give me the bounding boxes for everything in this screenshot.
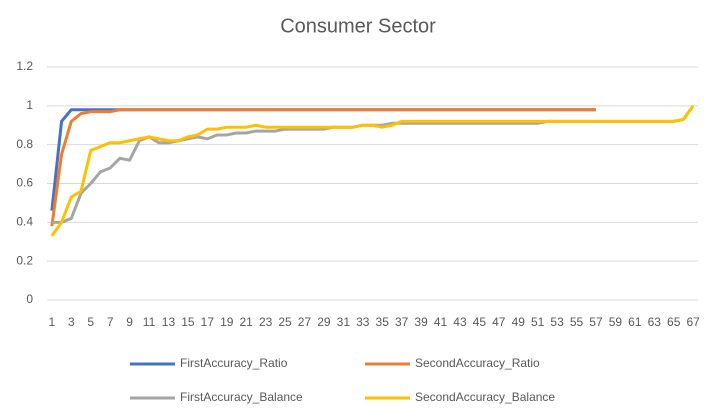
x-tick-label: 61 bbox=[628, 315, 642, 329]
x-tick-label: 35 bbox=[376, 315, 390, 329]
y-tick-label: 1.2 bbox=[16, 59, 33, 73]
x-tick-label: 17 bbox=[201, 315, 215, 329]
x-tick-label: 19 bbox=[220, 315, 234, 329]
x-tick-label: 11 bbox=[143, 315, 156, 329]
x-tick-label: 59 bbox=[609, 315, 623, 329]
x-tick-label: 1 bbox=[49, 315, 56, 329]
x-tick-label: 49 bbox=[512, 315, 526, 329]
series-line bbox=[50, 108, 596, 211]
x-tick-label: 67 bbox=[686, 315, 700, 329]
x-tick-label: 33 bbox=[356, 315, 370, 329]
x-tick-label: 31 bbox=[337, 315, 351, 329]
series-line bbox=[50, 104, 695, 237]
x-tick-label: 57 bbox=[589, 315, 603, 329]
legend-label: SecondAccuracy_Ratio bbox=[415, 356, 540, 370]
x-tick-label: 45 bbox=[473, 315, 487, 329]
x-tick-label: 63 bbox=[648, 315, 662, 329]
x-tick-label: 47 bbox=[492, 315, 506, 329]
x-tick-label: 9 bbox=[126, 315, 133, 329]
y-tick-label: 0 bbox=[26, 292, 33, 306]
x-tick-label: 27 bbox=[298, 315, 312, 329]
x-tick-label: 25 bbox=[278, 315, 292, 329]
y-tick-label: 0.8 bbox=[16, 137, 33, 151]
legend-label: FirstAccuracy_Ratio bbox=[180, 356, 288, 370]
y-tick-label: 0.2 bbox=[16, 253, 33, 267]
x-tick-label: 23 bbox=[259, 315, 273, 329]
x-tick-label: 21 bbox=[240, 315, 254, 329]
x-tick-label: 41 bbox=[434, 315, 448, 329]
x-tick-label: 29 bbox=[317, 315, 331, 329]
legend-label: FirstAccuracy_Balance bbox=[180, 390, 303, 404]
legend-label: SecondAccuracy_Balance bbox=[415, 390, 555, 404]
x-tick-label: 3 bbox=[68, 315, 75, 329]
y-tick-label: 0.4 bbox=[16, 215, 33, 229]
x-tick-label: 55 bbox=[570, 315, 584, 329]
y-tick-label: 0.6 bbox=[16, 176, 33, 190]
series-line bbox=[51, 104, 695, 224]
x-tick-label: 43 bbox=[453, 315, 467, 329]
x-tick-label: 13 bbox=[162, 315, 176, 329]
x-tick-label: 65 bbox=[667, 315, 681, 329]
x-tick-label: 53 bbox=[550, 315, 564, 329]
x-tick-label: 15 bbox=[181, 315, 195, 329]
y-tick-label: 1 bbox=[26, 98, 33, 112]
x-tick-label: 7 bbox=[107, 315, 114, 329]
chart-title: Consumer Sector bbox=[280, 15, 436, 37]
x-tick-label: 51 bbox=[531, 315, 545, 329]
x-tick-label: 37 bbox=[395, 315, 409, 329]
x-tick-label: 5 bbox=[87, 315, 94, 329]
series-line bbox=[50, 108, 596, 227]
x-tick-label: 39 bbox=[414, 315, 428, 329]
